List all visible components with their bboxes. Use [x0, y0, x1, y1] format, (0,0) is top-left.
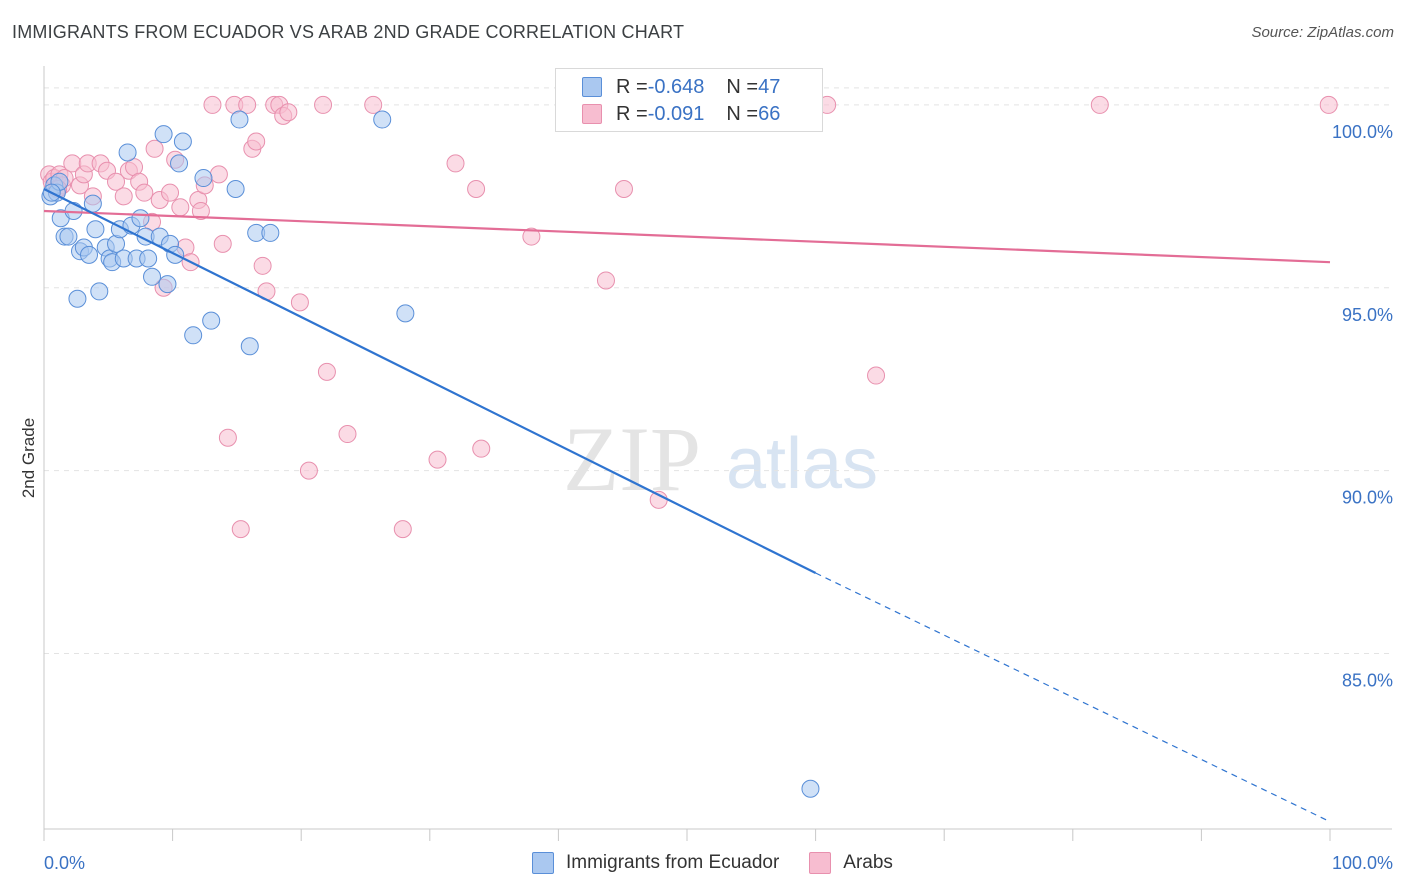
point-ecuador — [373, 110, 392, 129]
legend-r-value: -0.091 — [647, 102, 705, 125]
x-tick-labels: 0.0% 100.0% — [44, 853, 1393, 873]
legend-swatch-arabs — [582, 104, 602, 124]
point-ecuador — [173, 132, 192, 151]
point-arabs — [1090, 95, 1109, 114]
point-ecuador — [194, 169, 213, 188]
legend-n-value: 66 — [758, 102, 781, 125]
legend-r-value: -0.648 — [647, 75, 705, 98]
series-legend: Immigrants from Ecuador Arabs — [532, 852, 923, 874]
point-arabs — [107, 172, 126, 191]
legend-swatch-ecuador — [532, 852, 554, 874]
watermark-zip: ZIP — [563, 408, 701, 510]
legend-n-label: N = — [726, 75, 759, 98]
legend-item-ecuador[interactable]: Immigrants from Ecuador — [532, 852, 779, 874]
trend-line-ecuador — [43, 188, 817, 574]
point-arabs — [253, 256, 272, 275]
point-ecuador — [226, 180, 245, 199]
point-arabs — [231, 520, 250, 539]
legend-row-ecuador: R = -0.648 N = 47 — [582, 74, 780, 100]
legend-label-ecuador: Immigrants from Ecuador — [566, 852, 780, 873]
point-arabs — [393, 520, 412, 539]
point-arabs — [247, 132, 266, 151]
legend-item-arabs[interactable]: Arabs — [809, 852, 893, 874]
legend-n-value: 47 — [758, 75, 781, 98]
trend-line-arabs — [43, 209, 1331, 264]
trend-lines — [43, 188, 1331, 823]
point-arabs — [472, 439, 491, 458]
point-ecuador — [158, 275, 177, 294]
point-arabs — [314, 95, 333, 114]
point-arabs — [171, 198, 190, 217]
axes — [43, 66, 1392, 841]
legend-r-label: R = — [616, 75, 648, 98]
point-ecuador — [86, 220, 105, 239]
point-ecuador — [170, 154, 189, 173]
watermark: ZIP atlas — [563, 408, 878, 510]
point-ecuador — [59, 227, 78, 246]
point-arabs — [446, 154, 465, 173]
legend-n-label: N = — [726, 102, 759, 125]
y-tick-label: 100.0% — [1332, 122, 1393, 142]
y-tick-labels: 100.0% 95.0% 90.0% 85.0% — [1332, 122, 1393, 691]
point-arabs — [203, 95, 222, 114]
correlation-legend: R = -0.648 N = 47 R = -0.091 N = 66 — [555, 68, 823, 132]
legend-swatch-arabs — [809, 852, 832, 874]
point-arabs — [364, 95, 383, 114]
point-arabs — [596, 271, 615, 290]
trend-line-ecuador-extension — [815, 572, 1331, 823]
y-tick-label: 85.0% — [1342, 670, 1393, 690]
point-ecuador — [154, 125, 173, 144]
point-arabs — [428, 450, 447, 469]
point-ecuador — [202, 311, 221, 330]
point-arabs — [145, 139, 164, 158]
point-arabs — [209, 165, 228, 184]
source-label: Source: ZipAtlas.com — [1251, 24, 1394, 41]
legend-swatch-ecuador — [582, 77, 602, 97]
point-arabs — [218, 428, 237, 447]
point-ecuador — [184, 326, 203, 345]
point-arabs — [290, 293, 309, 312]
point-ecuador — [80, 245, 99, 264]
point-arabs — [299, 461, 318, 480]
point-arabs — [522, 227, 541, 246]
point-arabs — [338, 425, 357, 444]
point-arabs — [614, 180, 633, 199]
point-ecuador — [139, 249, 158, 268]
point-ecuador — [396, 304, 415, 323]
series-ecuador-points — [41, 110, 820, 798]
watermark-atlas: atlas — [726, 424, 878, 504]
point-arabs — [191, 201, 210, 220]
point-ecuador — [90, 282, 109, 301]
point-arabs — [317, 362, 336, 381]
chart-title: IMMIGRANTS FROM ECUADOR VS ARAB 2ND GRAD… — [12, 22, 685, 42]
point-arabs — [114, 187, 133, 206]
legend-label-arabs: Arabs — [843, 852, 893, 873]
point-ecuador — [131, 209, 150, 228]
point-arabs — [161, 183, 180, 202]
point-ecuador — [118, 143, 137, 162]
point-ecuador — [68, 289, 87, 308]
y-axis-label: 2nd Grade — [19, 418, 38, 498]
gridlines — [44, 87, 1392, 654]
point-arabs — [1319, 95, 1338, 114]
point-ecuador — [143, 267, 162, 286]
legend-row-arabs: R = -0.091 N = 66 — [582, 101, 780, 127]
point-ecuador — [230, 110, 249, 129]
legend-r-label: R = — [616, 102, 648, 125]
y-tick-label: 90.0% — [1342, 488, 1393, 508]
point-arabs — [135, 183, 154, 202]
point-ecuador — [801, 779, 820, 798]
point-arabs — [867, 366, 886, 385]
point-arabs — [238, 95, 257, 114]
x-tick-label-0: 0.0% — [44, 853, 85, 873]
point-ecuador — [261, 223, 280, 242]
point-arabs — [279, 103, 298, 122]
point-arabs — [467, 180, 486, 199]
point-ecuador — [240, 337, 259, 356]
point-arabs — [213, 234, 232, 253]
x-tick-label-100: 100.0% — [1332, 853, 1393, 873]
y-tick-label: 95.0% — [1342, 305, 1393, 325]
